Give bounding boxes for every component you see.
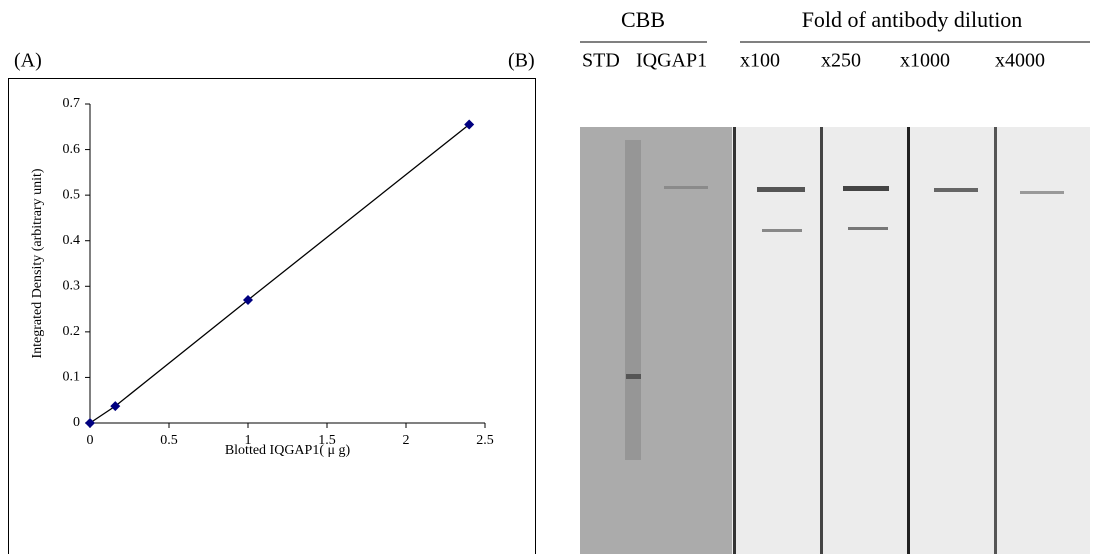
panel-label: (B) (508, 50, 535, 72)
x-tick-label: 2 (403, 433, 410, 448)
y-tick-label: 0.7 (63, 96, 81, 111)
group-header: Fold of antibody dilution (802, 7, 1023, 32)
lane-label: x250 (821, 50, 861, 72)
lane-label: IQGAP1 (636, 50, 707, 72)
y-axis-title: Integrated Density (arbitrary unit) (30, 168, 45, 358)
lane-label: x1000 (900, 50, 950, 72)
x-tick-label: 0 (87, 433, 94, 448)
y-tick-label: 0.6 (63, 142, 81, 157)
y-tick-label: 0.5 (63, 187, 81, 202)
y-tick-label: 0 (73, 415, 80, 430)
y-tick-label: 0.3 (63, 279, 81, 294)
lane-label: x100 (740, 50, 780, 72)
lane-label: x4000 (995, 50, 1045, 72)
y-tick-label: 0.2 (63, 324, 81, 339)
y-tick-label: 0.4 (63, 233, 81, 248)
group-header: CBB (621, 7, 665, 32)
lane-label: STD (582, 50, 620, 72)
figure: (A) (B) CBB Fold of antibody dilution ST… (0, 0, 1095, 554)
blot-image (580, 127, 1090, 554)
x-tick-label: 0.5 (160, 433, 178, 448)
x-axis-title: Blotted IQGAP1( μ g) (225, 443, 351, 458)
y-tick-label: 0.1 (63, 370, 81, 385)
panel-label: (A) (14, 50, 42, 72)
x-tick-label: 2.5 (476, 433, 494, 448)
